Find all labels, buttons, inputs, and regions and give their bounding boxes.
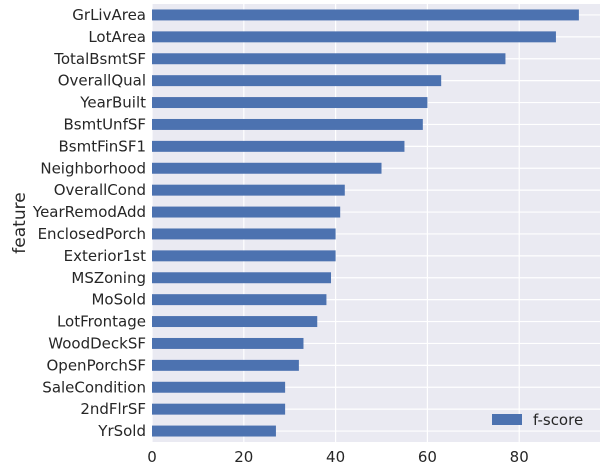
legend-label: f-score [533, 411, 583, 429]
y-tick-label: BsmtFinSF1 [58, 137, 146, 155]
y-tick-labels: GrLivArea LotArea TotalBsmtSF OverallQual Ye… [32, 6, 146, 440]
y-tick-label: WoodDeckSF [48, 334, 146, 352]
y-tick-label: YrSold [97, 422, 146, 440]
x-tick-label: 0 [147, 448, 157, 466]
bar [152, 359, 299, 371]
bar [152, 97, 428, 109]
y-tick-label: MSZoning [71, 269, 146, 287]
plot-area [152, 4, 600, 442]
x-tick-label: 80 [510, 448, 529, 466]
bar [152, 118, 423, 130]
y-tick-label: GrLivArea [72, 6, 146, 24]
y-tick-label: OpenPorchSF [47, 356, 147, 374]
y-tick-label: Exterior1st [64, 247, 147, 265]
bar [152, 337, 304, 349]
y-tick-label: OverallCond [54, 181, 146, 199]
y-tick-label: TotalBsmtSF [53, 50, 146, 68]
legend: f-score [492, 411, 583, 429]
y-tick-label: LotArea [88, 28, 146, 46]
bars [152, 9, 579, 437]
x-tick-labels: 0 20 40 60 80 [147, 448, 529, 466]
bar [152, 272, 332, 284]
y-tick-label: BsmtUnfSF [63, 115, 146, 133]
bar [152, 250, 336, 262]
y-tick-label: YearBuilt [79, 94, 146, 112]
bar [152, 316, 318, 328]
y-tick-label: EnclosedPorch [38, 225, 146, 243]
y-tick-label: YearRemodAdd [32, 203, 146, 221]
y-tick-label: OverallQual [58, 72, 146, 90]
x-tick-label: 40 [326, 448, 345, 466]
bar [152, 403, 286, 415]
bar [152, 53, 506, 65]
y-axis-label: feature [10, 192, 30, 253]
bar [152, 425, 276, 437]
bar [152, 294, 327, 306]
legend-swatch [492, 414, 522, 425]
bar [152, 9, 579, 21]
y-tick-label: Neighborhood [40, 159, 146, 177]
y-tick-label: MoSold [91, 291, 146, 309]
y-tick-label: LotFrontage [57, 313, 146, 331]
x-tick-label: 60 [418, 448, 437, 466]
y-tick-label: 2ndFlrSF [80, 400, 146, 418]
bar [152, 228, 336, 240]
y-tick-label: SaleCondition [42, 378, 146, 396]
x-tick-label: 20 [234, 448, 253, 466]
bar [152, 184, 345, 196]
bar [152, 31, 556, 43]
bar [152, 162, 382, 174]
bar [152, 206, 341, 218]
bar [152, 381, 286, 393]
bar [152, 140, 405, 152]
bar [152, 75, 442, 87]
